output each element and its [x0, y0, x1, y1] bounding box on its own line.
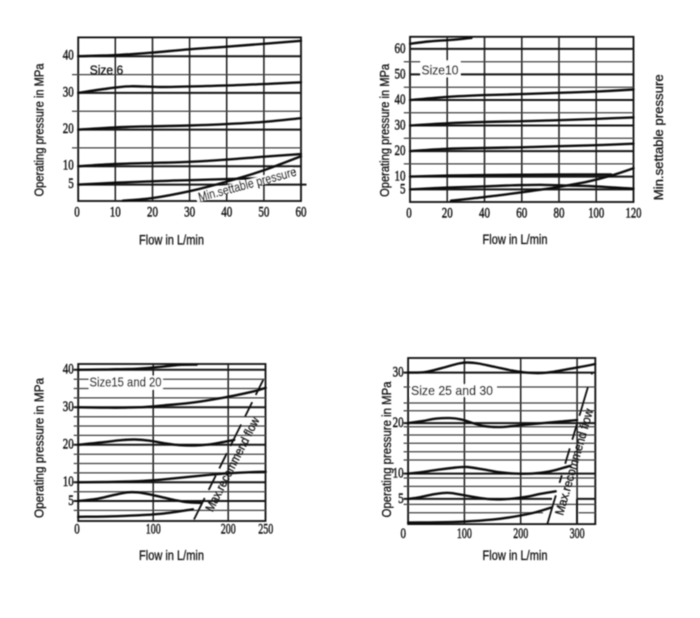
svg-text:30: 30	[184, 204, 195, 220]
svg-text:5: 5	[68, 493, 74, 509]
svg-text:80: 80	[554, 205, 565, 221]
svg-text:100: 100	[457, 526, 472, 542]
svg-text:5: 5	[68, 176, 74, 192]
svg-text:120: 120	[626, 205, 642, 221]
svg-text:Min.settable pressure: Min.settable pressure	[652, 74, 666, 200]
svg-text:20: 20	[63, 121, 74, 137]
svg-text:5: 5	[398, 491, 404, 507]
svg-text:40: 40	[221, 204, 232, 220]
svg-text:5: 5	[400, 181, 406, 197]
svg-text:30: 30	[63, 84, 74, 100]
svg-text:30: 30	[395, 117, 406, 133]
svg-text:0: 0	[406, 205, 412, 221]
svg-text:Flow in L/min: Flow in L/min	[483, 548, 548, 563]
svg-text:20: 20	[442, 205, 453, 221]
svg-text:Flow in L/min: Flow in L/min	[483, 232, 548, 247]
svg-text:0: 0	[74, 204, 80, 220]
svg-text:Size10: Size10	[422, 62, 459, 77]
svg-text:40: 40	[63, 48, 74, 64]
svg-text:60: 60	[516, 205, 527, 221]
svg-text:10: 10	[393, 466, 404, 482]
svg-text:Flow in L/min: Flow in L/min	[139, 548, 204, 563]
svg-text:20: 20	[63, 437, 74, 453]
svg-text:60: 60	[296, 204, 307, 220]
svg-text:Operating pressure in MPa: Operating pressure in MPa	[380, 381, 394, 517]
svg-text:Size 25 and 30: Size 25 and 30	[411, 383, 493, 398]
svg-text:200: 200	[221, 521, 236, 537]
svg-text:Operating pressure in MPa: Operating pressure in MPa	[32, 63, 46, 196]
svg-text:10: 10	[63, 474, 74, 490]
svg-text:0: 0	[401, 526, 407, 542]
svg-text:10: 10	[63, 158, 74, 174]
svg-text:Flow in L/min: Flow in L/min	[139, 232, 204, 247]
svg-text:100: 100	[588, 205, 604, 221]
svg-text:20: 20	[395, 143, 406, 159]
svg-text:300: 300	[570, 526, 585, 542]
svg-text:40: 40	[479, 205, 490, 221]
svg-text:100: 100	[146, 521, 161, 537]
svg-text:Operating pressure in MPa: Operating pressure in MPa	[378, 64, 392, 197]
svg-text:30: 30	[393, 365, 404, 381]
svg-text:20: 20	[393, 415, 404, 431]
svg-text:40: 40	[63, 362, 74, 378]
svg-text:10: 10	[110, 204, 121, 220]
svg-text:30: 30	[63, 399, 74, 415]
svg-text:Operating pressure in MPa: Operating pressure in MPa	[32, 378, 46, 518]
svg-text:200: 200	[513, 526, 528, 542]
svg-text:0: 0	[74, 521, 80, 537]
svg-text:250: 250	[258, 521, 273, 537]
svg-text:60: 60	[395, 41, 406, 57]
svg-text:10: 10	[395, 169, 406, 185]
svg-text:50: 50	[395, 66, 406, 82]
svg-text:Size 6: Size 6	[90, 62, 124, 77]
svg-text:40: 40	[395, 92, 406, 108]
svg-text:Size15 and 20: Size15 and 20	[90, 374, 162, 389]
svg-text:50: 50	[258, 204, 269, 220]
svg-text:20: 20	[147, 204, 158, 220]
